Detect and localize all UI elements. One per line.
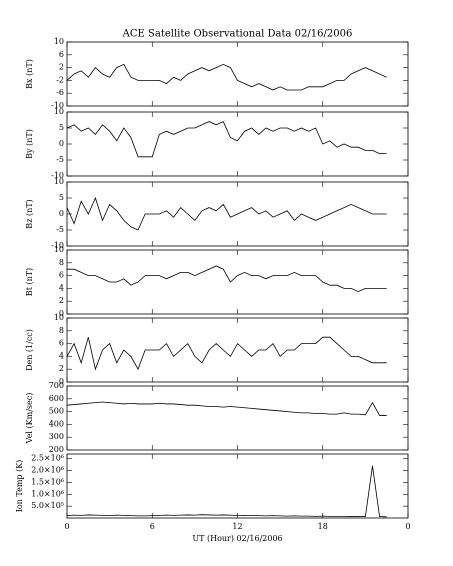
panel-frame (66, 111, 409, 177)
y-tick-label: 0 (59, 309, 64, 318)
y-tick-label: -5 (56, 225, 64, 234)
y-tick-label: 10 (54, 107, 64, 116)
y-axis-label: Den (1/cc) (25, 329, 34, 371)
chart-title: ACE Satellite Observational Data 02/16/2… (122, 29, 353, 40)
y-axis-label: Bx (nT) (25, 59, 34, 89)
y-tick-label: 2 (59, 63, 64, 72)
data-line (66, 401, 387, 416)
y-tick-label: 6 (59, 271, 64, 280)
y-tick-label: 2 (59, 296, 64, 305)
y-tick-label: -10 (51, 101, 64, 110)
y-tick-label: 0 (59, 139, 64, 148)
y-tick-label: 8 (59, 258, 64, 267)
y-tick-label: 10 (54, 37, 64, 46)
y-tick-label: 5 (59, 123, 64, 132)
y-tick-label: 10 (54, 245, 64, 254)
y-tick-label: 500 (49, 407, 64, 416)
data-line (67, 265, 387, 293)
y-tick-label: 4 (59, 351, 64, 360)
y-tick-label: 300 (49, 432, 64, 441)
y-tick-label: 0 (59, 209, 64, 218)
y-tick-label: 4 (59, 283, 64, 292)
y-axis-label: Vel (Km/sec) (25, 393, 34, 445)
y-tick-label: 10 (54, 313, 64, 322)
x-axis-label: UT (Hour) 02/16/2006 (192, 534, 282, 543)
y-axis-label: Bz (nT) (25, 199, 34, 228)
panel-frame (66, 249, 409, 315)
x-tick-label: 18 (318, 522, 328, 531)
y-tick-label: -6 (56, 88, 64, 97)
y-tick-label: 1.0×10⁶ (31, 489, 64, 498)
data-line (66, 465, 387, 518)
y-tick-label: 2.0×10⁶ (31, 466, 64, 475)
y-tick-label: 8 (59, 326, 64, 335)
y-tick-label: 6 (59, 50, 64, 59)
y-tick-label: -2 (56, 75, 64, 84)
y-axis-label: Bt (nT) (25, 268, 34, 296)
y-tick-label: 1.5×10⁶ (31, 477, 64, 486)
data-line (66, 63, 387, 91)
y-tick-label: 6 (59, 339, 64, 348)
y-axis-label: Ion Temp (K) (15, 460, 24, 513)
y-tick-label: 0 (59, 377, 64, 386)
y-tick-label: -10 (51, 171, 64, 180)
y-tick-label: 2 (59, 364, 64, 373)
x-tick-label: 0 (405, 522, 410, 531)
y-tick-label: 600 (49, 394, 64, 403)
panel-frame (66, 453, 409, 519)
y-tick-label: 200 (49, 445, 64, 454)
y-tick-label: 700 (49, 381, 64, 390)
panel-frame (66, 41, 409, 107)
y-tick-label: -10 (51, 241, 64, 250)
y-tick-label: 10 (54, 177, 64, 186)
data-line (66, 196, 387, 231)
panel-frame (66, 385, 409, 451)
panel-frame (66, 317, 409, 383)
y-tick-label: 2.5×10⁶ (31, 454, 64, 463)
y-tick-label: -5 (56, 155, 64, 164)
data-line (66, 121, 387, 158)
x-tick-label: 0 (64, 522, 69, 531)
y-tick-label: 5.0×10⁵ (31, 501, 64, 510)
y-axis-label: By (nT) (25, 129, 34, 159)
y-tick-label: 5 (59, 193, 64, 202)
x-tick-label: 6 (150, 522, 155, 531)
data-line (66, 336, 387, 371)
y-tick-label: 400 (49, 419, 64, 428)
x-tick-label: 12 (232, 522, 242, 531)
